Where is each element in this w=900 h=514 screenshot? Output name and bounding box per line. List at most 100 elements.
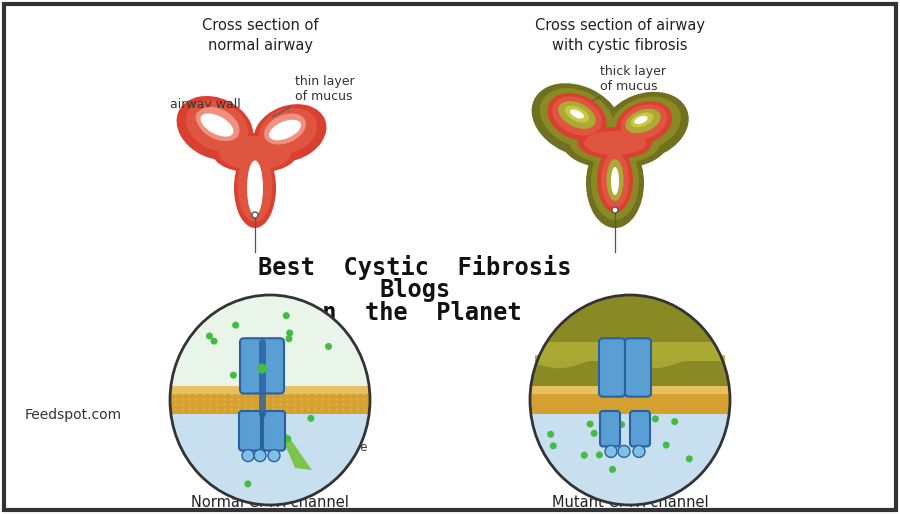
Circle shape bbox=[590, 430, 598, 437]
Ellipse shape bbox=[238, 150, 273, 222]
FancyBboxPatch shape bbox=[263, 411, 285, 451]
Ellipse shape bbox=[607, 159, 624, 201]
Circle shape bbox=[671, 418, 679, 425]
Circle shape bbox=[662, 442, 670, 449]
Circle shape bbox=[605, 446, 617, 457]
Bar bbox=[530, 386, 730, 394]
Circle shape bbox=[652, 415, 659, 423]
Polygon shape bbox=[277, 420, 312, 470]
Ellipse shape bbox=[219, 136, 291, 170]
Ellipse shape bbox=[170, 295, 370, 505]
Circle shape bbox=[686, 455, 693, 463]
Circle shape bbox=[550, 443, 557, 449]
Ellipse shape bbox=[201, 114, 233, 137]
Ellipse shape bbox=[591, 142, 639, 220]
Text: thick layer
of mucus: thick layer of mucus bbox=[582, 65, 666, 107]
Ellipse shape bbox=[601, 92, 688, 160]
Ellipse shape bbox=[254, 104, 327, 162]
Ellipse shape bbox=[176, 96, 254, 160]
Bar bbox=[170, 386, 370, 394]
Ellipse shape bbox=[553, 96, 602, 136]
Circle shape bbox=[634, 443, 642, 450]
Circle shape bbox=[257, 363, 267, 374]
Text: Blogs: Blogs bbox=[380, 278, 451, 302]
Ellipse shape bbox=[621, 104, 667, 139]
Text: mucus: mucus bbox=[672, 345, 711, 358]
Text: Cross section of airway
with cystic fibrosis: Cross section of airway with cystic fibr… bbox=[535, 18, 705, 53]
Ellipse shape bbox=[609, 97, 681, 152]
Ellipse shape bbox=[597, 148, 633, 212]
Circle shape bbox=[232, 322, 239, 328]
Circle shape bbox=[618, 421, 626, 428]
Circle shape bbox=[286, 329, 293, 337]
Ellipse shape bbox=[565, 105, 590, 122]
Circle shape bbox=[612, 207, 618, 213]
Circle shape bbox=[259, 450, 266, 456]
Text: inside cell: inside cell bbox=[195, 424, 254, 436]
Ellipse shape bbox=[601, 152, 629, 208]
FancyBboxPatch shape bbox=[600, 411, 620, 446]
Circle shape bbox=[600, 438, 608, 446]
Circle shape bbox=[242, 450, 254, 462]
Circle shape bbox=[255, 358, 262, 364]
Ellipse shape bbox=[634, 116, 648, 124]
Text: Normal CFTR channel: Normal CFTR channel bbox=[191, 495, 349, 510]
Ellipse shape bbox=[212, 133, 298, 173]
Bar bbox=[530, 342, 730, 361]
Circle shape bbox=[284, 435, 292, 442]
Ellipse shape bbox=[570, 109, 584, 119]
Circle shape bbox=[609, 466, 616, 473]
Circle shape bbox=[633, 446, 645, 457]
Bar bbox=[530, 295, 730, 390]
Circle shape bbox=[603, 419, 609, 426]
Ellipse shape bbox=[631, 113, 653, 127]
Bar bbox=[170, 400, 370, 505]
Circle shape bbox=[596, 451, 603, 458]
Ellipse shape bbox=[247, 160, 263, 215]
Ellipse shape bbox=[540, 88, 614, 148]
FancyBboxPatch shape bbox=[240, 338, 284, 394]
Ellipse shape bbox=[259, 108, 317, 154]
Circle shape bbox=[618, 446, 630, 457]
Ellipse shape bbox=[264, 114, 306, 144]
Ellipse shape bbox=[578, 127, 652, 159]
Circle shape bbox=[211, 338, 218, 344]
Ellipse shape bbox=[562, 117, 668, 169]
Text: Cross section of
normal airway: Cross section of normal airway bbox=[202, 18, 319, 53]
Ellipse shape bbox=[611, 167, 619, 195]
Ellipse shape bbox=[530, 295, 730, 505]
Text: outside cell: outside cell bbox=[195, 376, 263, 389]
FancyBboxPatch shape bbox=[239, 411, 261, 451]
Ellipse shape bbox=[269, 120, 301, 140]
Ellipse shape bbox=[626, 109, 661, 133]
Circle shape bbox=[547, 431, 554, 438]
Circle shape bbox=[580, 452, 588, 459]
Text: thin layer
of mucus: thin layer of mucus bbox=[273, 75, 355, 117]
Circle shape bbox=[252, 212, 258, 218]
Circle shape bbox=[325, 343, 332, 350]
FancyBboxPatch shape bbox=[599, 338, 625, 397]
Circle shape bbox=[283, 312, 290, 319]
Bar bbox=[170, 386, 370, 414]
Ellipse shape bbox=[196, 107, 239, 141]
Bar bbox=[530, 386, 730, 414]
Ellipse shape bbox=[616, 101, 672, 144]
Text: Mutant CFTR channel: Mutant CFTR channel bbox=[552, 495, 708, 510]
Circle shape bbox=[206, 333, 213, 340]
Circle shape bbox=[245, 480, 251, 487]
Ellipse shape bbox=[547, 93, 607, 141]
Text: on  the  Planet: on the Planet bbox=[308, 301, 522, 325]
Ellipse shape bbox=[185, 100, 248, 152]
Circle shape bbox=[268, 450, 280, 462]
Circle shape bbox=[307, 415, 314, 422]
Circle shape bbox=[230, 372, 237, 379]
FancyBboxPatch shape bbox=[625, 338, 651, 397]
Circle shape bbox=[254, 450, 266, 462]
Ellipse shape bbox=[558, 101, 596, 129]
Text: chloride
ions: chloride ions bbox=[320, 441, 367, 469]
Ellipse shape bbox=[532, 83, 623, 157]
FancyBboxPatch shape bbox=[630, 411, 650, 446]
Text: Feedspot.com: Feedspot.com bbox=[25, 408, 122, 422]
Circle shape bbox=[285, 335, 292, 342]
Text: Best  Cystic  Fibrosis: Best Cystic Fibrosis bbox=[258, 255, 572, 280]
